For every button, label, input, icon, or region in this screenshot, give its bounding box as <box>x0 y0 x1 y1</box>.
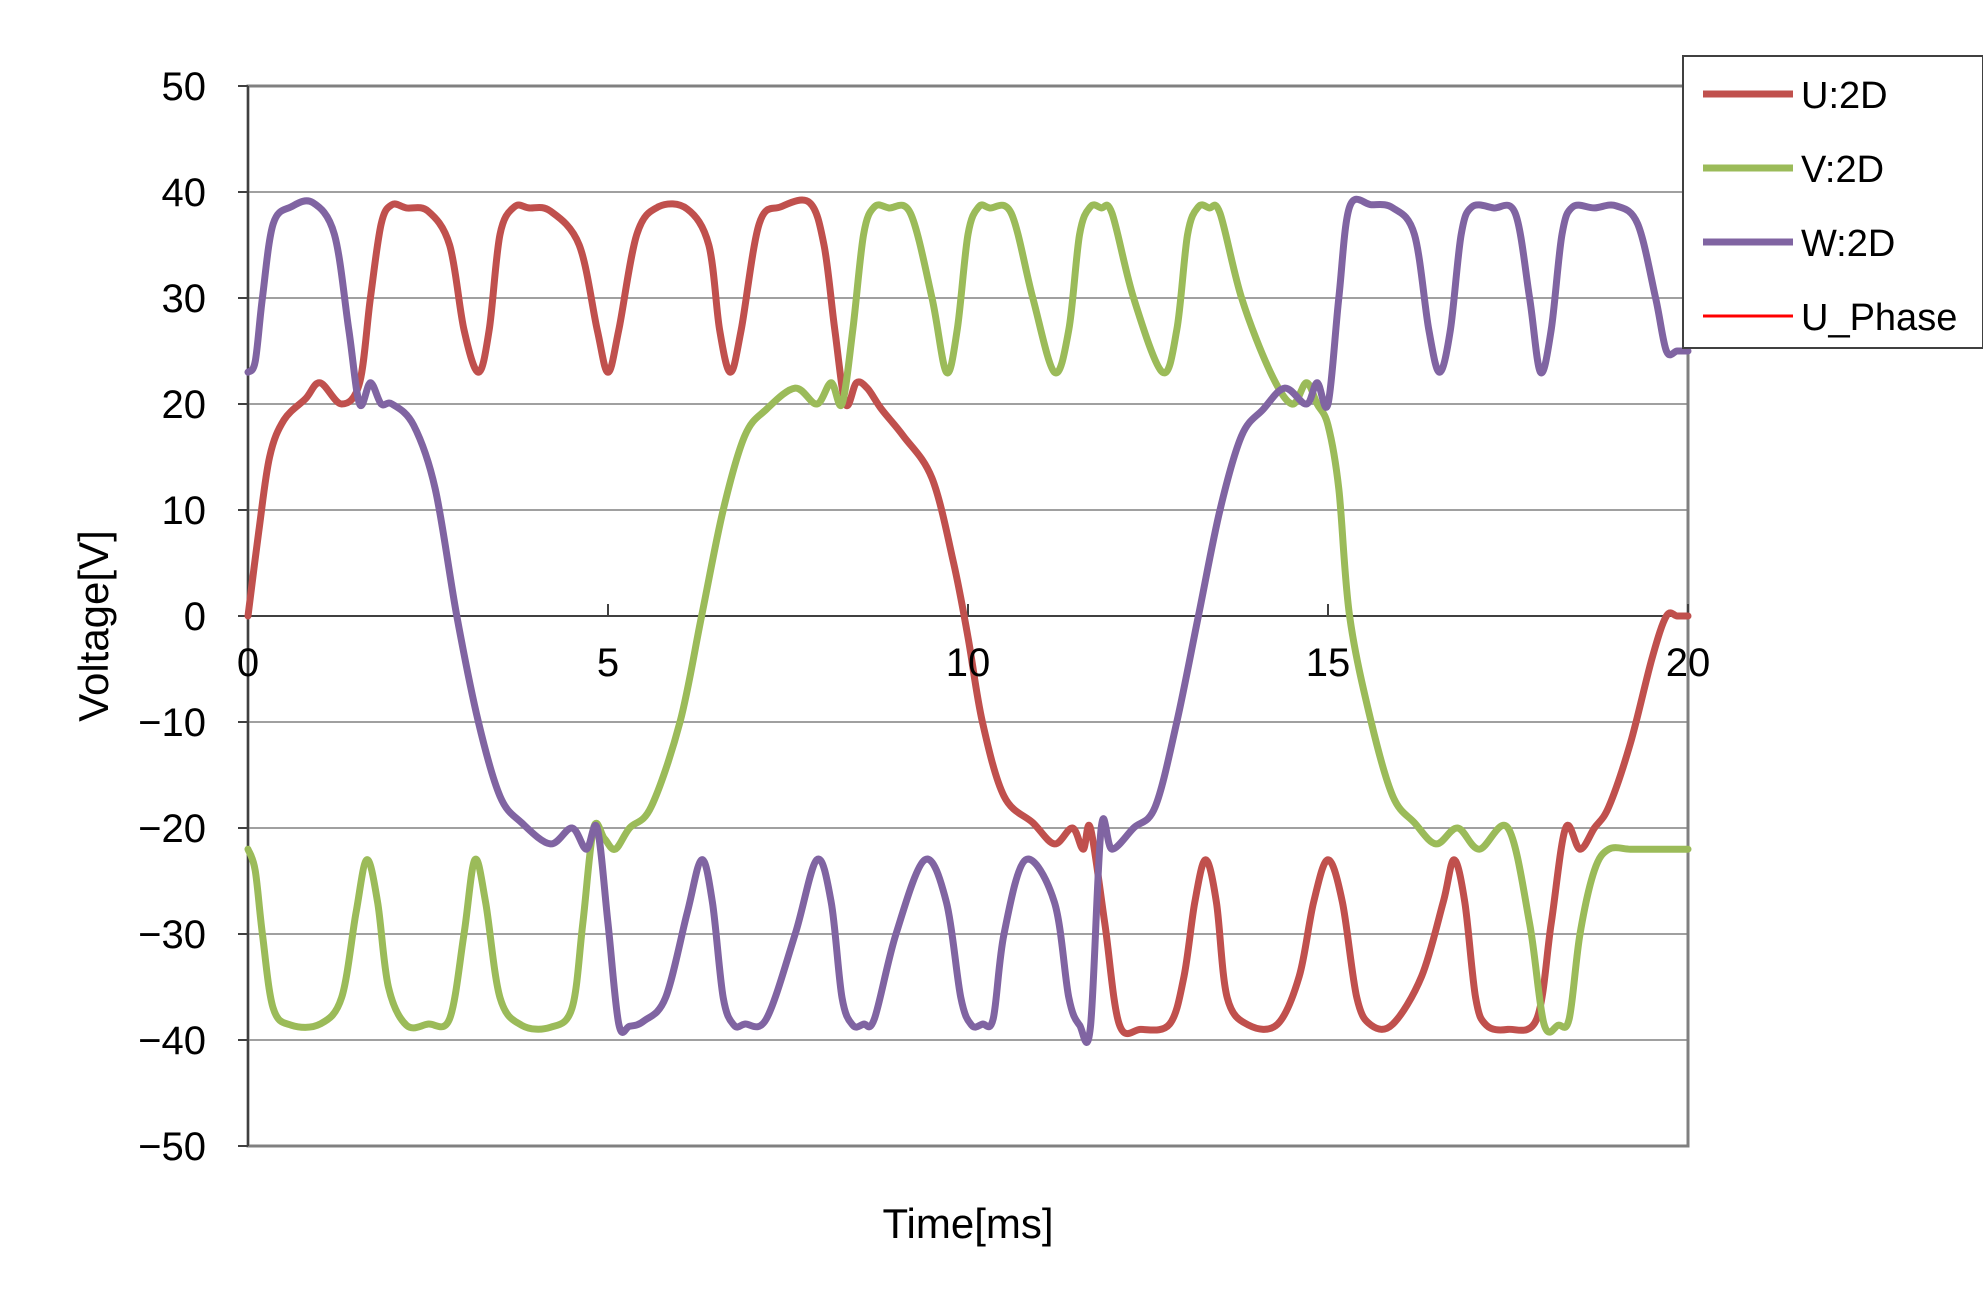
legend-label: W:2D <box>1801 223 1895 265</box>
x-tick-label: 20 <box>1666 641 1711 685</box>
legend-label: U_Phase <box>1801 297 1957 339</box>
x-axis-title: Time[ms] <box>882 1200 1053 1247</box>
legend: U:2D V:2D W:2D U_Phase <box>1682 55 1983 349</box>
x-tick-label: 10 <box>946 641 991 685</box>
y-tick-label: −10 <box>138 701 206 745</box>
y-tick-label: 10 <box>162 489 207 533</box>
x-tick-label: 15 <box>1306 641 1351 685</box>
y-tick-label: −20 <box>138 807 206 851</box>
y-tick-label: 40 <box>162 171 207 215</box>
y-tick-label: 50 <box>162 65 207 109</box>
legend-label: U:2D <box>1801 75 1888 117</box>
y-tick-labels: 50 40 30 20 10 0 −10 −20 −30 −40 −50 <box>138 65 206 1169</box>
y-tick-label: 0 <box>184 595 206 639</box>
x-tick-label: 0 <box>237 641 259 685</box>
x-tick-label: 5 <box>597 641 619 685</box>
y-tick-label: −50 <box>138 1125 206 1169</box>
legend-box <box>1682 55 1983 349</box>
x-tick-labels: 0 5 10 15 20 <box>237 641 1710 685</box>
y-tick-label: −30 <box>138 913 206 957</box>
y-tick-label: −40 <box>138 1019 206 1063</box>
series-line-v-2d <box>244 201 1692 1036</box>
y-tick-label: 30 <box>162 277 207 321</box>
series-line-u-2d <box>244 196 1692 1038</box>
legend-label: V:2D <box>1801 149 1884 191</box>
y-tick-label: 20 <box>162 383 207 427</box>
series-line-w-2d <box>244 195 1692 1046</box>
series-lines <box>244 195 1692 1046</box>
y-axis-title: Voltage[V] <box>70 530 117 721</box>
